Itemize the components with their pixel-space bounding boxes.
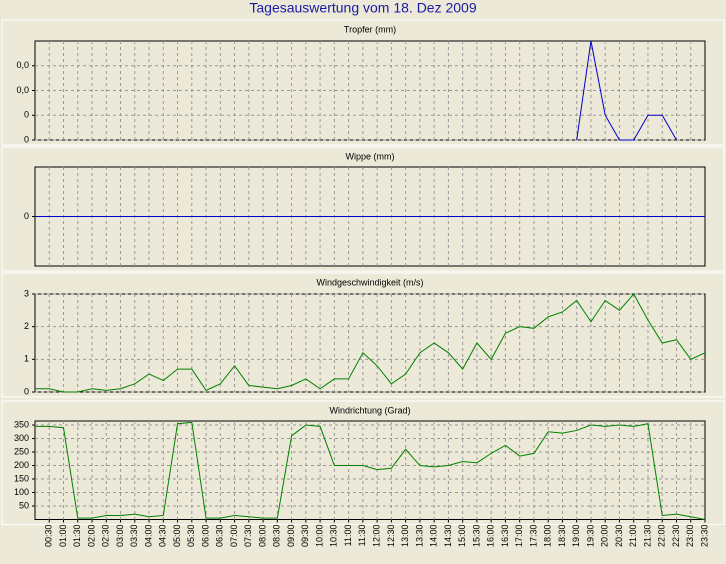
x-tick-label: 21:00 [628, 525, 638, 548]
y-tick-label: 350 [14, 419, 29, 429]
x-tick-label: 20:00 [600, 525, 610, 548]
x-tick-label: 17:00 [514, 525, 524, 548]
x-tick-label: 11:00 [343, 525, 353, 547]
x-tick-label: 12:00 [372, 525, 382, 548]
x-tick-label: 09:30 [300, 525, 310, 548]
y-tick-label: 100 [14, 487, 29, 497]
x-tick-label: 05:30 [186, 525, 196, 548]
x-tick-label: 19:00 [571, 525, 581, 548]
x-tick-label: 15:30 [471, 525, 481, 548]
x-tick-label: 14:30 [443, 525, 453, 548]
x-tick-label: 17:30 [528, 525, 538, 548]
x-tick-label: 08:30 [272, 525, 282, 548]
x-tick-label: 22:00 [657, 525, 667, 548]
data-line [576, 40, 677, 141]
x-tick-label: 21:30 [642, 525, 652, 548]
panel-title: Windrichtung (Grad) [329, 405, 410, 415]
y-tick-label: 300 [14, 433, 29, 443]
y-tick-label: 3 [24, 288, 29, 298]
panel-title: Wippe (mm) [346, 151, 395, 161]
data-line [35, 421, 706, 520]
x-tick-label: 18:00 [543, 525, 553, 548]
x-tick-label: 19:30 [585, 525, 595, 548]
x-tick-label: 10:00 [314, 525, 324, 548]
x-tick-label: 04:00 [143, 525, 153, 548]
x-tick-label: 07:30 [243, 525, 253, 548]
y-tick-label: 50 [19, 500, 29, 510]
y-tick-label: 1 [24, 354, 29, 364]
x-tick-label: 13:00 [400, 525, 410, 548]
y-tick-label: 0,0 [16, 60, 29, 70]
y-tick-label: 0 [24, 211, 29, 221]
x-tick-label: 02:30 [101, 525, 111, 548]
x-tick-label: 10:30 [329, 525, 339, 548]
panel-title: Tropfer (mm) [344, 24, 396, 34]
y-tick-label: 0 [24, 134, 29, 144]
x-tick-label: 04:30 [158, 525, 168, 548]
panel-title: Windgeschwindigkeit (m/s) [316, 277, 423, 287]
x-tick-label: 23:30 [699, 525, 709, 548]
x-tick-label: 05:00 [172, 525, 182, 548]
x-tick-label: 08:00 [257, 525, 267, 548]
x-tick-label: 09:00 [286, 525, 296, 548]
y-tick-label: 0 [24, 386, 29, 396]
data-line [35, 293, 706, 393]
y-tick-label: 200 [14, 460, 29, 470]
x-tick-label: 01:30 [72, 525, 82, 548]
x-tick-label: 06:30 [215, 525, 225, 548]
x-tick-label: 20:30 [614, 525, 624, 548]
x-tick-label: 11:30 [357, 525, 367, 547]
x-tick-label: 00:30 [44, 525, 54, 548]
x-tick-label: 16:00 [486, 525, 496, 548]
plot-area [34, 293, 706, 393]
x-tick-label: 23:00 [685, 525, 695, 548]
x-tick-label: 16:30 [500, 525, 510, 548]
page-title: Tagesauswertung vom 18. Dez 2009 [249, 0, 476, 16]
y-tick-label: 0,0 [16, 85, 29, 95]
plot-area [34, 40, 706, 141]
x-tick-label: 02:00 [86, 525, 96, 548]
y-tick-label: 250 [14, 446, 29, 456]
x-tick-label: 03:00 [115, 525, 125, 548]
plot-area [34, 420, 706, 520]
x-tick-label: 13:30 [414, 525, 424, 548]
x-tick-label: 03:30 [129, 525, 139, 548]
x-tick-label: 18:30 [557, 525, 567, 548]
y-tick-label: 2 [24, 321, 29, 331]
x-tick-label: 06:00 [200, 525, 210, 548]
x-tick-label: 12:30 [386, 525, 396, 548]
y-tick-label: 150 [14, 473, 29, 483]
x-tick-label: 22:30 [671, 525, 681, 548]
x-tick-label: 07:00 [229, 525, 239, 548]
y-tick-label: 0 [24, 110, 29, 120]
x-tick-label: 01:00 [58, 525, 68, 548]
x-tick-label: 15:00 [457, 525, 467, 548]
x-tick-label: 14:00 [429, 525, 439, 548]
